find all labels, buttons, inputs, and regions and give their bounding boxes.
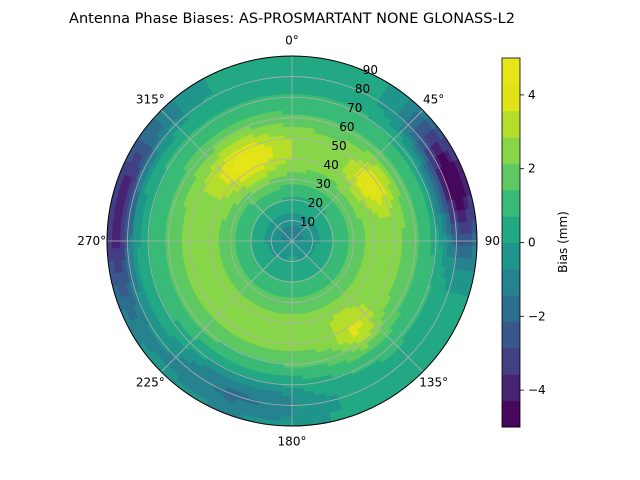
- radial-tick-label: 10: [300, 215, 315, 229]
- colorbar-tick-label: 4: [528, 88, 536, 102]
- colorbar-tick-label: −4: [528, 383, 546, 397]
- colorbar-segment: [502, 295, 520, 323]
- angular-tick-label: 0°: [285, 34, 299, 48]
- contour-fill-layer: [107, 56, 477, 426]
- angular-tick-label: 90: [485, 234, 500, 248]
- colorbar-tick-label: 0: [528, 236, 536, 250]
- colorbar-segment: [502, 137, 520, 164]
- angular-tick-label: 225°: [136, 376, 165, 390]
- colorbar-segment: [502, 110, 520, 138]
- colorbar: −4 −2 0 2 4: [501, 57, 546, 428]
- radial-tick-label: 90: [363, 63, 378, 77]
- chart-title: Antenna Phase Biases: AS-PROSMARTANT NON…: [69, 11, 515, 27]
- radial-tick-label: 40: [323, 158, 338, 172]
- angular-tick-label: 315°: [136, 92, 165, 106]
- angular-tick-label: 45°: [423, 92, 444, 106]
- colorbar-segment: [502, 242, 520, 270]
- colorbar-tick-label: −2: [528, 309, 546, 323]
- colorbar-segment: [502, 84, 520, 112]
- colorbar-segment: [502, 163, 520, 191]
- colorbar-segment: [502, 268, 520, 296]
- colorbar-label: Bias (mm): [556, 211, 570, 273]
- colorbar-segment: [502, 400, 520, 428]
- angular-tick-label: 135°: [419, 376, 448, 390]
- angular-tick-label: 270°: [77, 234, 106, 248]
- radial-tick-label: 30: [316, 177, 331, 191]
- radial-tick-label: 80: [355, 82, 370, 96]
- colorbar-segment: [502, 58, 520, 85]
- polar-grid: [106, 55, 478, 427]
- radial-tick-label: 60: [339, 120, 354, 134]
- colorbar-segment: [502, 189, 520, 217]
- colorbar-tick-label: 2: [528, 162, 536, 176]
- angular-tick-label: 180°: [278, 434, 307, 448]
- radial-tick-label: 20: [308, 196, 323, 210]
- colorbar-segment: [502, 321, 520, 349]
- colorbar-segment: [502, 374, 520, 402]
- radial-tick-label: 70: [347, 101, 362, 115]
- colorbar-segment: [502, 216, 520, 243]
- radial-tick-label: 50: [331, 139, 346, 153]
- colorbar-segment: [502, 347, 520, 375]
